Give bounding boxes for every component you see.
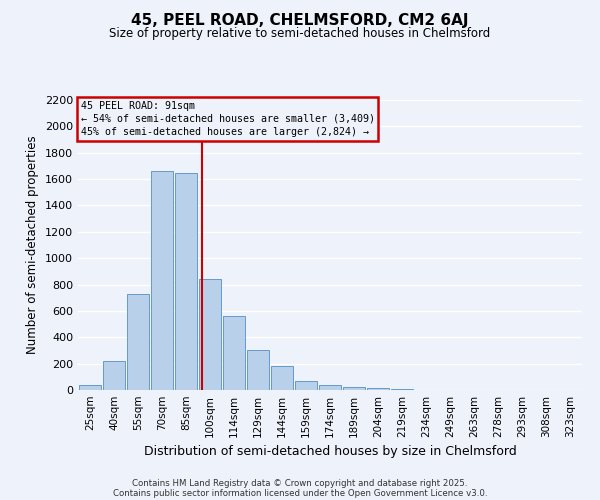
X-axis label: Distribution of semi-detached houses by size in Chelmsford: Distribution of semi-detached houses by … <box>143 446 517 458</box>
Bar <box>79 384 101 390</box>
Text: 45, PEEL ROAD, CHELMSFORD, CM2 6AJ: 45, PEEL ROAD, CHELMSFORD, CM2 6AJ <box>131 12 469 28</box>
Text: Contains HM Land Registry data © Crown copyright and database right 2025.: Contains HM Land Registry data © Crown c… <box>132 478 468 488</box>
Bar <box>223 316 245 390</box>
Bar <box>151 171 173 390</box>
Bar <box>103 361 125 390</box>
Bar <box>343 386 365 390</box>
Bar <box>247 350 269 390</box>
Bar <box>295 381 317 390</box>
Bar <box>199 280 221 390</box>
Y-axis label: Number of semi-detached properties: Number of semi-detached properties <box>26 136 40 354</box>
Text: Contains public sector information licensed under the Open Government Licence v3: Contains public sector information licen… <box>113 488 487 498</box>
Text: 45 PEEL ROAD: 91sqm
← 54% of semi-detached houses are smaller (3,409)
45% of sem: 45 PEEL ROAD: 91sqm ← 54% of semi-detach… <box>81 100 375 137</box>
Bar <box>271 366 293 390</box>
Bar <box>319 386 341 390</box>
Bar <box>367 388 389 390</box>
Bar <box>175 172 197 390</box>
Text: Size of property relative to semi-detached houses in Chelmsford: Size of property relative to semi-detach… <box>109 28 491 40</box>
Bar <box>127 294 149 390</box>
